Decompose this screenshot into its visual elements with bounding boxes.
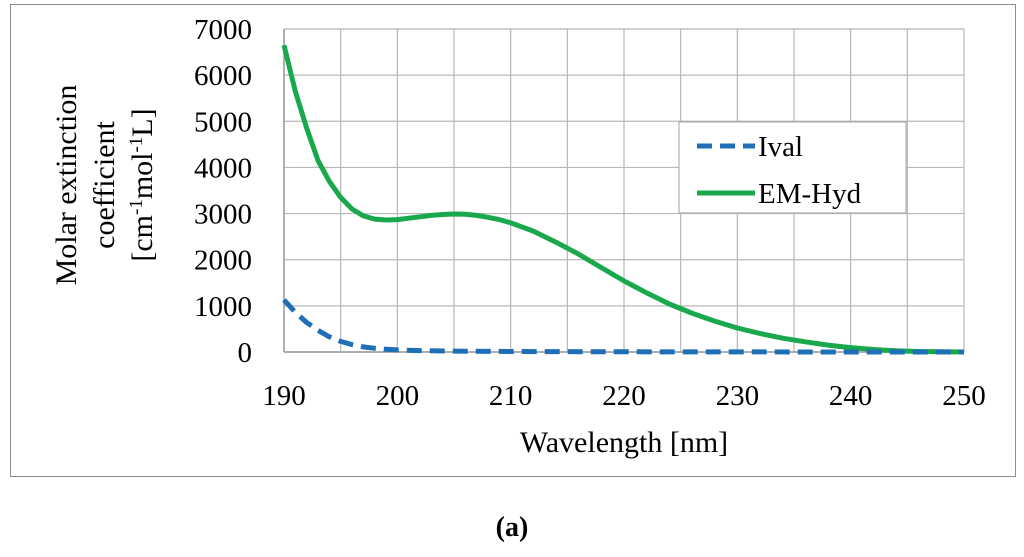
y-axis-title-line3: [cm-1mol-1L] bbox=[126, 108, 159, 261]
y-axis-title-line2: coefficient bbox=[88, 120, 121, 248]
series-layer bbox=[281, 44, 965, 355]
y-tick-label: 1000 bbox=[194, 291, 252, 323]
x-tick-label: 190 bbox=[262, 380, 306, 412]
y-tick-label: 5000 bbox=[194, 106, 252, 138]
y-label-part-L: L] bbox=[126, 108, 159, 136]
y-label-part-mol: mol bbox=[126, 153, 159, 200]
y-axis-title-line1: Molar extinction bbox=[50, 85, 83, 286]
y-tick-label: 6000 bbox=[194, 60, 252, 92]
x-tick-label: 230 bbox=[716, 380, 760, 412]
y-label-part-exp2: -1 bbox=[126, 137, 147, 153]
legend-label-ival: Ival bbox=[758, 131, 803, 163]
caption-letter: a bbox=[505, 512, 519, 543]
y-tick-label: 4000 bbox=[194, 152, 252, 184]
y-tick-label: 7000 bbox=[194, 14, 252, 46]
chart-svg: 0 1000 2000 3000 4000 5000 6000 7000 190 200 210 22… bbox=[50, 14, 986, 459]
ticks-layer: 0 1000 2000 3000 4000 5000 6000 7000 190 200 210 22… bbox=[194, 14, 986, 412]
figure-caption: (a) bbox=[0, 512, 1024, 544]
legend: Ival EM-Hyd bbox=[678, 121, 907, 214]
x-tick-label: 250 bbox=[942, 380, 986, 412]
x-tick-label: 200 bbox=[376, 380, 420, 412]
y-label-part-exp1: -1 bbox=[126, 199, 147, 215]
x-tick-label: 240 bbox=[829, 380, 873, 412]
legend-label-em-hyd: EM-Hyd bbox=[758, 178, 862, 210]
caption-close: ) bbox=[519, 512, 529, 543]
y-label-part-cm: [cm bbox=[126, 215, 159, 262]
x-tick-label: 210 bbox=[489, 380, 533, 412]
x-axis-title: Wavelength [nm] bbox=[520, 426, 728, 459]
series-line-em-hyd bbox=[281, 44, 965, 355]
x-tick-label: 220 bbox=[602, 380, 646, 412]
series-line-ival bbox=[282, 298, 964, 355]
y-tick-label: 0 bbox=[238, 337, 253, 369]
y-tick-label: 3000 bbox=[194, 199, 252, 231]
chart-frame bbox=[10, 4, 1016, 477]
caption-open: ( bbox=[495, 512, 505, 543]
y-tick-label: 2000 bbox=[194, 245, 252, 277]
legend-box bbox=[678, 121, 907, 214]
